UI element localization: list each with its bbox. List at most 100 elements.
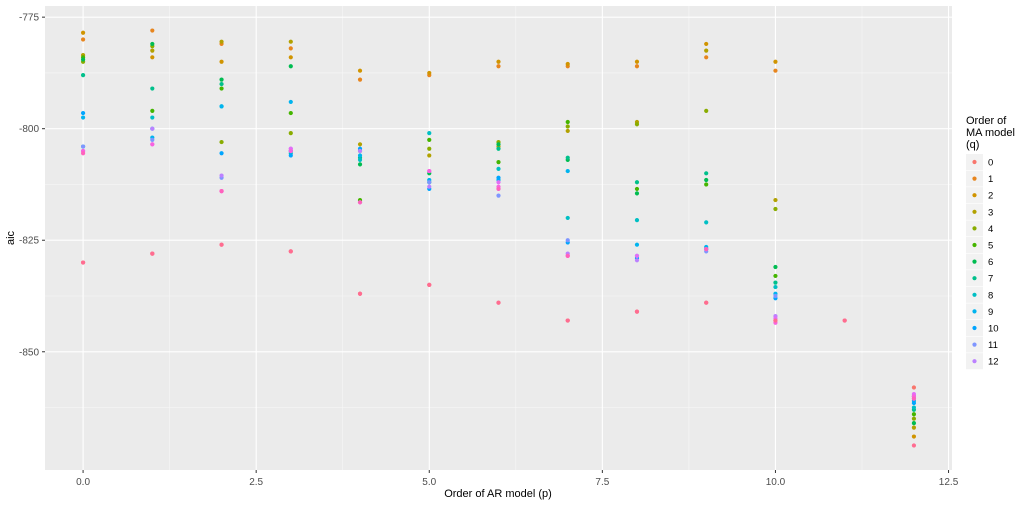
data-point — [704, 171, 709, 176]
data-point — [150, 115, 155, 120]
data-point — [704, 48, 709, 53]
data-point — [773, 273, 778, 279]
legend-key-point — [972, 193, 977, 198]
data-point — [911, 385, 917, 390]
data-point — [565, 253, 570, 258]
data-point — [219, 86, 224, 91]
data-point — [634, 186, 640, 192]
legend-key-point — [972, 259, 977, 264]
legend-key-point — [972, 276, 977, 281]
data-point — [773, 264, 778, 270]
data-point — [704, 182, 709, 187]
data-point — [288, 249, 293, 254]
data-point — [80, 110, 86, 116]
data-point — [565, 155, 570, 160]
legend-label: 0 — [988, 158, 993, 169]
legend-label: 3 — [988, 207, 993, 218]
data-point — [704, 220, 709, 225]
data-point — [496, 64, 501, 69]
data-point — [565, 238, 570, 243]
data-point — [911, 400, 917, 406]
data-point — [288, 110, 293, 116]
data-point — [773, 318, 778, 323]
legend-title-line-2: MA model — [966, 127, 1015, 139]
data-points — [80, 28, 917, 448]
data-point — [911, 405, 917, 410]
data-point — [496, 186, 501, 192]
data-point — [911, 434, 917, 439]
data-point — [704, 247, 709, 252]
data-point — [150, 41, 155, 47]
data-point — [911, 412, 917, 417]
legend-key-point — [972, 325, 977, 331]
data-point — [634, 309, 640, 314]
y-tick-label: -800 — [19, 124, 39, 135]
data-point — [219, 151, 224, 156]
data-point — [150, 28, 155, 33]
legend-key-point — [972, 292, 977, 297]
data-point — [704, 55, 709, 60]
data-point — [634, 59, 640, 64]
data-point — [565, 128, 570, 134]
data-point — [427, 184, 432, 189]
data-point — [496, 300, 501, 305]
data-point — [150, 55, 155, 60]
data-point — [496, 193, 501, 198]
y-tick-label: -775 — [19, 13, 39, 24]
data-point — [80, 73, 86, 78]
data-point — [288, 148, 293, 154]
data-point — [288, 39, 293, 44]
data-point — [496, 142, 501, 147]
data-point — [219, 139, 224, 145]
data-point — [427, 282, 432, 287]
data-point — [357, 157, 363, 163]
data-point — [150, 48, 155, 53]
data-point — [288, 153, 293, 158]
legend-key-point — [972, 159, 977, 165]
data-point — [773, 280, 778, 285]
data-point — [842, 318, 847, 323]
data-point — [634, 191, 640, 196]
data-point — [357, 142, 363, 147]
legend-title-line-1: Order of — [966, 115, 1007, 127]
y-tick-label: -825 — [19, 236, 39, 247]
grid-major — [45, 6, 952, 470]
legend-key-point — [972, 209, 977, 214]
data-point — [911, 416, 917, 421]
data-point — [634, 258, 640, 263]
data-point — [911, 396, 917, 401]
legend-label: 11 — [988, 340, 998, 351]
data-point — [80, 30, 86, 35]
legend-label: 2 — [988, 191, 993, 202]
data-point — [357, 148, 363, 154]
grid-minor — [45, 6, 952, 470]
x-axis-ticks: 0.0 2.5 5.0 7.5 10.0 12.5 — [76, 470, 959, 488]
data-point — [219, 173, 224, 178]
data-point — [634, 218, 640, 223]
data-point — [150, 126, 155, 131]
data-point — [634, 253, 640, 258]
data-point — [427, 180, 432, 185]
data-point — [911, 443, 917, 448]
data-point — [496, 166, 501, 171]
data-point — [219, 104, 224, 109]
legend-title-line-3: (q) — [966, 139, 979, 151]
data-point — [80, 57, 86, 62]
plot-panel — [45, 6, 952, 470]
legend-label: 5 — [988, 241, 993, 252]
data-point — [773, 284, 778, 290]
y-tick-label: -850 — [19, 347, 39, 358]
data-point — [288, 55, 293, 60]
data-point — [773, 59, 778, 64]
data-point — [634, 64, 640, 69]
data-point — [219, 242, 224, 247]
x-axis-title: Order of AR model (p) — [444, 488, 552, 500]
x-tick-label: 0.0 — [76, 477, 90, 488]
data-point — [911, 425, 917, 430]
data-point — [496, 160, 501, 165]
data-point — [288, 64, 293, 69]
legend-label: 4 — [988, 224, 993, 235]
legend-label: 1 — [988, 174, 993, 185]
